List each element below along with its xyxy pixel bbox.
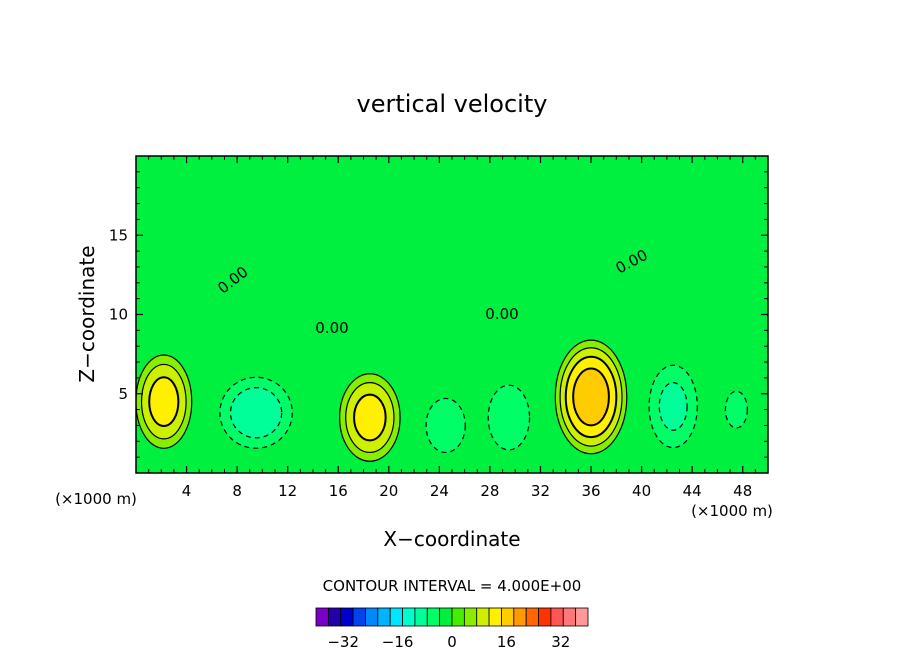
contour-line — [148, 376, 180, 428]
contour-lines — [136, 339, 748, 462]
contour-cell — [136, 355, 192, 449]
colorbar-swatch — [575, 607, 589, 627]
colorbar-tick-label: −16 — [382, 633, 414, 651]
colorbar-swatch — [550, 607, 564, 627]
colorbar-swatch — [352, 607, 366, 627]
x-axis-label: X−coordinate — [383, 527, 520, 551]
contour-band — [725, 391, 748, 428]
y-axis-label: Z−coordinate — [75, 245, 99, 382]
contour-band — [488, 385, 530, 450]
x-unit-right: (×1000 m) — [691, 502, 773, 520]
colorbar-swatch — [463, 607, 478, 627]
contour-line — [140, 363, 187, 440]
colorbar-swatch — [389, 607, 403, 627]
contour-band — [426, 398, 466, 453]
contour-cell-lines — [724, 390, 748, 429]
colorbar-swatch — [377, 607, 391, 627]
x-tick-label: 48 — [733, 482, 752, 500]
y-tick-label: 15 — [109, 226, 128, 244]
colorbar-swatch — [402, 607, 416, 627]
x-tick-label: 36 — [581, 482, 600, 500]
contour-cell — [339, 373, 401, 462]
x-tick-label: 16 — [329, 482, 348, 500]
x-tick-label: 8 — [232, 482, 242, 500]
x-tick-label: 40 — [632, 482, 651, 500]
contour-cell-lines — [339, 373, 401, 462]
contour-cell-lines — [648, 364, 698, 449]
contour-cell — [725, 391, 748, 428]
colorbar-swatch — [340, 607, 354, 627]
x-tick-label: 44 — [683, 482, 702, 500]
y-tick-label: 5 — [118, 385, 128, 403]
contour-line — [487, 384, 531, 451]
contour-line — [658, 382, 688, 431]
contour-line — [648, 364, 698, 449]
contour-line — [724, 390, 748, 429]
colorbar-swatch — [315, 607, 329, 627]
contour-interval-text: CONTOUR INTERVAL = 4.000E+00 — [323, 577, 582, 595]
contour-line — [572, 367, 610, 427]
contour-line — [554, 339, 628, 455]
contour-line — [425, 397, 466, 454]
colorbar-tick-label: −32 — [327, 633, 359, 651]
contour-band — [149, 377, 179, 427]
contour-band — [659, 382, 688, 431]
contour-line — [229, 387, 283, 439]
colorbar-tick-label: 32 — [551, 633, 570, 651]
contour-cell-lines — [487, 384, 531, 451]
x-tick-label: 28 — [480, 482, 499, 500]
contour-line — [339, 373, 401, 462]
colorbar-swatch — [562, 607, 577, 627]
contour-line — [345, 382, 395, 454]
contour-cell — [649, 365, 698, 448]
colorbar: −32 −16 0 16 32 — [315, 607, 589, 651]
contour-line — [559, 347, 623, 447]
colorbar-swatch — [327, 607, 342, 627]
colorbar-tick-label: 16 — [497, 633, 516, 651]
contour-line — [564, 355, 618, 439]
zero-contour-label: 0.00 — [315, 319, 348, 337]
x-tick-label: 4 — [182, 482, 192, 500]
contour-line — [219, 376, 293, 449]
colorbar-swatch — [513, 607, 527, 627]
colorbar-swatch — [476, 607, 490, 627]
y-tick-label: 10 — [109, 306, 128, 324]
plot-area — [136, 156, 768, 473]
zero-contour-label: 0.00 — [485, 305, 518, 323]
contour-cell — [488, 385, 530, 450]
chart-title: vertical velocity — [357, 90, 548, 118]
contour-cell-lines — [136, 354, 193, 449]
colorbar-swatch — [525, 607, 539, 627]
contour-band — [354, 394, 386, 441]
colorbar-swatch — [501, 607, 515, 627]
colorbar-swatch — [451, 607, 465, 627]
contour-cell-lines — [425, 397, 466, 454]
contour-cell — [426, 398, 466, 453]
x-tick-label: 20 — [379, 482, 398, 500]
colorbar-swatch — [365, 607, 379, 627]
colorbar-swatch — [414, 607, 428, 627]
colorbar-tick-label: 0 — [447, 633, 457, 651]
contour-band — [230, 387, 282, 438]
contour-line — [353, 393, 387, 442]
contour-cell-lines — [554, 339, 628, 455]
x-tick-label: 24 — [430, 482, 449, 500]
colorbar-swatch — [488, 607, 502, 627]
x-tick-label: 32 — [531, 482, 550, 500]
x-unit-left: (×1000 m) — [55, 490, 137, 508]
contour-cell-lines — [219, 376, 293, 449]
contour-line — [136, 354, 193, 449]
colorbar-swatch — [439, 607, 453, 627]
contour-band — [573, 368, 609, 426]
x-tick-label: 12 — [278, 482, 297, 500]
colorbar-swatch — [426, 607, 441, 627]
colorbar-swatch — [538, 607, 552, 627]
